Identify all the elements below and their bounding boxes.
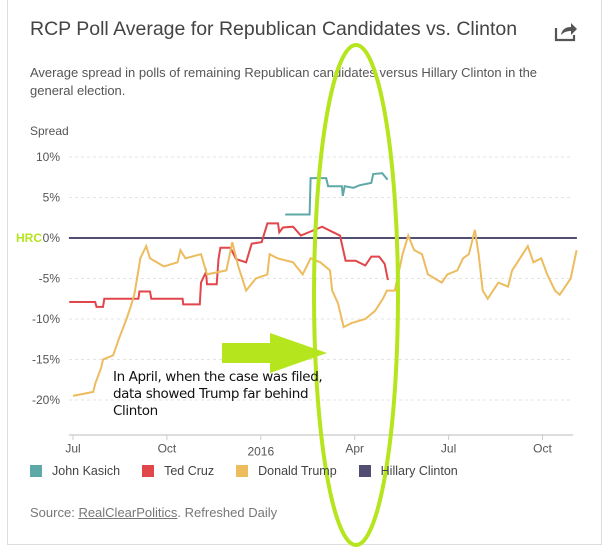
card-frame [7,0,602,545]
legend-swatch [236,465,249,477]
x-tick-label: Oct [158,442,177,456]
x-tick-label: Jul [65,442,80,456]
source-label: Source: [30,505,75,520]
highlight-ellipse [312,43,400,547]
series-line-donald-trump [72,229,578,397]
y-tick-label: 10% [36,150,60,164]
x-tick-label: Jul [441,442,456,456]
legend-swatch [358,465,371,477]
legend-item-kasich[interactable]: John Kasich [30,464,120,478]
y-tick-label: -10% [32,312,60,326]
source-link[interactable]: RealClearPolitics [78,505,178,520]
legend-item-trump[interactable]: Donald Trump [236,464,337,478]
series-line-ted-cruz [69,222,389,308]
chart-title: RCP Poll Average for Republican Candidat… [30,18,518,40]
arrow-annotation [222,333,327,373]
legend-label: Ted Cruz [164,464,215,478]
x-tick-label: Oct [533,442,552,456]
legend-item-clinton[interactable]: Hillary Clinton [358,464,458,478]
refresh-note: . Refreshed Daily [177,505,278,520]
x-tick-label: 2016 [247,445,274,459]
legend-swatch [142,465,155,477]
share-icon[interactable] [554,20,578,42]
source-line: Source: RealClearPolitics. Refreshed Dai… [30,505,277,520]
y-tick-label: -5% [39,272,61,286]
legend-label: Hillary Clinton [380,464,458,478]
annotation-note: In April, when the case was filed, data … [113,369,323,419]
hrc-label: HRC [16,231,42,245]
y-tick-label: 5% [43,191,61,205]
chart-subtitle: Average spread in polls of remaining Rep… [30,65,538,98]
y-axis-label: Spread [30,124,69,138]
legend-label: Donald Trump [258,464,337,478]
y-tick-label: -15% [32,353,60,367]
legend-swatch [30,465,42,477]
legend-label: John Kasich [52,464,121,478]
y-tick-label: 0% [43,231,61,245]
legend-item-cruz[interactable]: Ted Cruz [142,464,214,478]
legend: John Kasich Ted Cruz Donald Trump Hillar… [30,464,480,478]
y-tick-label: -20% [32,393,60,407]
x-tick-label: Apr [345,442,364,456]
series-line-john-kasich [285,172,389,216]
